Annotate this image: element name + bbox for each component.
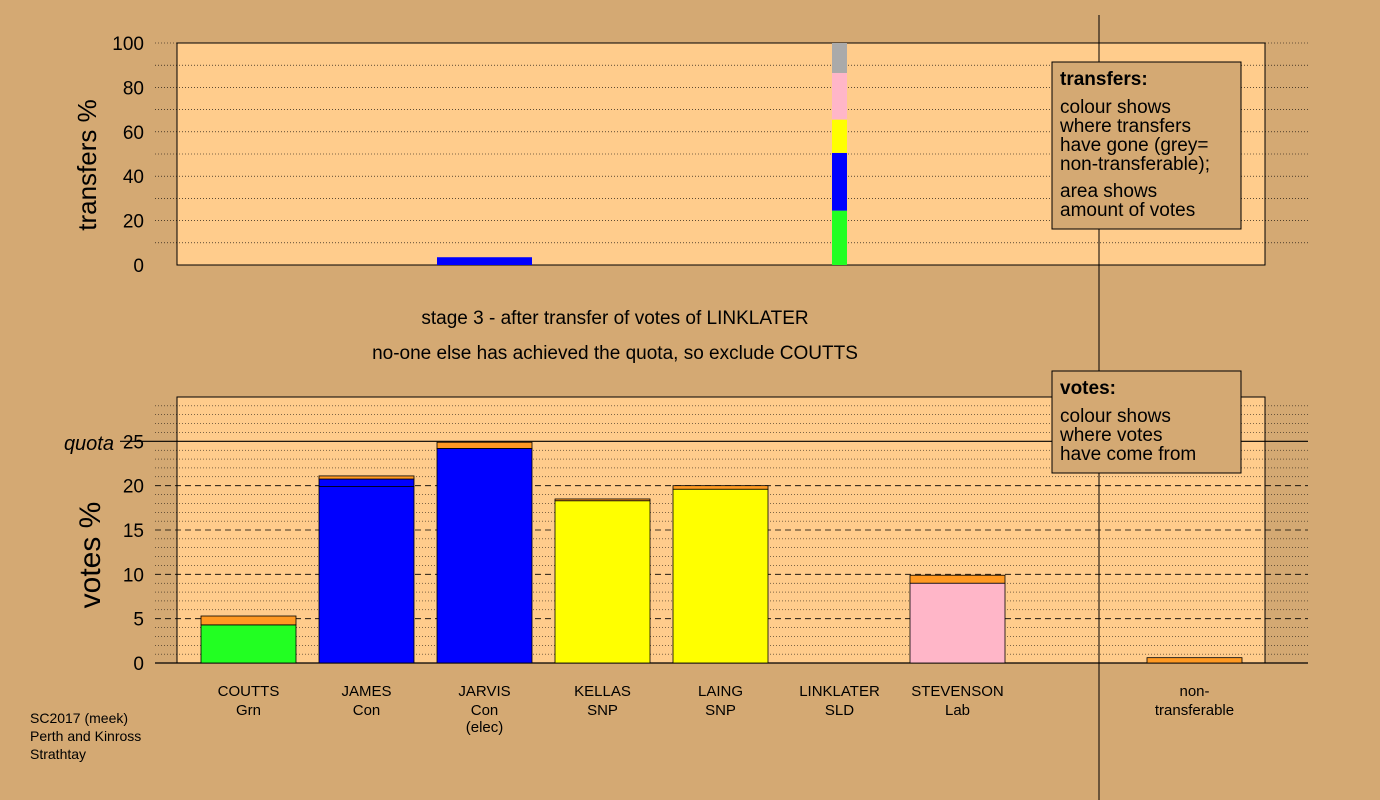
vote-bar-segment [554,500,651,664]
candidate-party: SNP [587,702,618,719]
transfer-bar-segment [832,72,847,120]
candidate-party: SNP [705,702,736,719]
candidate-name: JAMES [341,683,391,700]
vote-bar-segment [909,574,1006,584]
transfers-legend-line: amount of votes [1060,200,1195,221]
vote-bar-segment [554,498,651,502]
transfer-bar-segment [832,152,847,211]
candidate-name: non- [1179,683,1209,700]
y-tick-label: 100 [112,34,144,55]
footer-election: SC2017 (meek) [30,710,128,726]
transfers-legend-line: where transfers [1059,116,1191,137]
transfer-bar-segment [832,210,847,265]
transfer-bar-segment [437,257,532,265]
transfers-legend-box [1051,61,1242,230]
transfers-y-ticks: 0 20 40 60 80 100 [112,34,144,277]
vote-bar-segment [436,441,533,449]
quota-label: quota [64,433,114,455]
candidate-name: STEVENSON [911,683,1004,700]
vote-bar-segment [318,475,415,480]
candidate-name: LINKLATER [799,683,880,700]
votes-legend-title: votes: [1060,378,1116,399]
transfers-legend-line: colour shows [1060,97,1171,118]
votes-category-labels: COUTTSGrnJAMESConJARVISCon(elec)KELLASSN… [218,683,1234,736]
transfer-bar-segment [832,119,847,153]
votes-bars [200,441,1243,664]
vote-bar-segment [200,615,297,626]
transfers-legend-line: non-transferable); [1060,154,1210,175]
vote-bar-segment [1146,657,1243,664]
vote-bar-segment [436,448,533,664]
y-tick-label: 10 [123,565,144,586]
transfers-legend-title: transfers: [1060,69,1148,90]
vote-bar-segment [318,486,415,664]
candidate-party: SLD [825,702,854,719]
vote-bar-segment [672,485,769,490]
transfers-bars [437,43,847,265]
transfers-y-axis-label: transfers % [72,99,102,231]
transfers-legend-line: area shows [1060,181,1157,202]
transfer-bar-segment [832,43,847,73]
stage-description: stage 3 - after transfer of votes of LIN… [421,308,808,329]
y-tick-label: 80 [123,78,144,99]
votes-legend-line: colour shows [1060,406,1171,427]
candidate-party: transferable [1155,702,1234,719]
vote-bar-segment [909,582,1006,664]
transfers-legend-line: have gone (grey= [1060,135,1208,156]
votes-legend-line: where votes [1059,425,1162,446]
y-tick-label: 60 [123,123,144,144]
votes-legend-line: have come from [1060,444,1196,465]
vote-bar-segment [318,478,415,487]
candidate-name: JARVIS [458,683,510,700]
candidate-party: Con [471,702,499,719]
y-tick-label: 5 [133,610,144,631]
candidate-party: Grn [236,702,261,719]
y-tick-label: 25 [123,432,144,453]
candidate-status: (elec) [466,719,504,736]
candidate-party: Con [353,702,381,719]
vote-bar-segment [200,624,297,664]
y-tick-label: 0 [133,654,144,675]
candidate-name: KELLAS [574,683,631,700]
y-tick-label: 20 [123,212,144,233]
candidate-name: COUTTS [218,683,280,700]
votes-legend-box [1051,370,1242,474]
candidate-name: LAING [698,683,743,700]
votes-legend: votes: colour shows where votes have com… [1051,370,1242,474]
footer-council: Perth and Kinross [30,728,141,744]
vote-bar-segment [672,488,769,664]
footer-ward: Strathtay [30,746,86,762]
votes-y-axis-label: votes % [74,502,107,609]
y-tick-label: 20 [123,477,144,498]
votes-y-ticks: 0 5 10 15 20 25 [123,432,144,675]
y-tick-label: 40 [123,167,144,188]
y-tick-label: 0 [133,256,144,277]
exclusion-description: no-one else has achieved the quota, so e… [372,343,858,364]
candidate-party: Lab [945,702,970,719]
y-tick-label: 15 [123,521,144,542]
transfers-legend: transfers: colour shows where transfers … [1051,61,1242,230]
